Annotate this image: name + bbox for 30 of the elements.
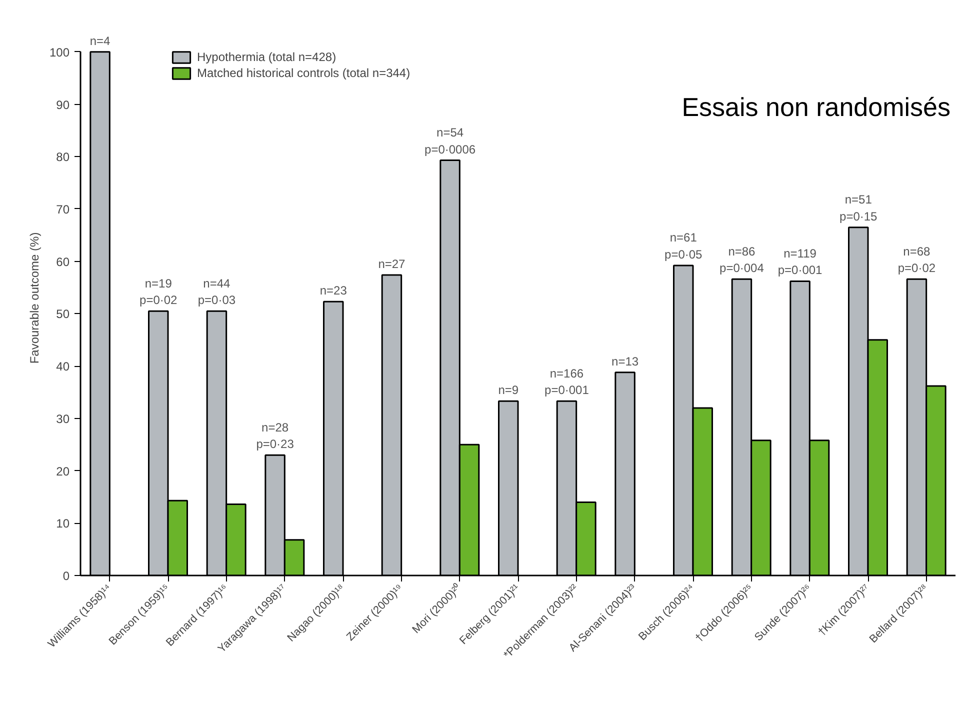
y-tick-label: 0 [62,569,70,583]
y-tick-label: 10 [56,516,70,531]
y-tick-label: 40 [56,360,70,374]
annotation: n=27 [378,256,406,271]
y-tick-label: 50 [56,307,70,322]
y-tick-label: 20 [56,464,70,478]
annotation: n=19 p=0·02 [140,276,178,308]
y-tick-label: 90 [56,98,70,112]
annotation: n=44 p=0·03 [198,276,236,308]
annotation: n=51 p=0·15 [840,192,878,224]
annotation: n=28 p=0·23 [256,420,294,452]
annotation: n=166 p=0·001 [544,366,590,398]
annotation: n=13 [612,354,639,368]
y-tick-label: 70 [56,202,70,216]
y-axis-title: Favourable outcome (%) [27,232,42,364]
annotation: n=68 p=0·02 [898,244,936,276]
text: Essais non randomisés [682,92,951,122]
y-tick-label: 100 [49,45,70,60]
legend-label: Hypothermia (total n=428) [197,50,336,64]
y-tick-label: 30 [56,412,70,426]
annotation: n=4 [90,34,111,48]
annotation: n=9 [498,383,519,398]
annotation: n=86 p=0·004 [720,244,764,276]
annotation: n=54 p=0·0006 [424,125,476,156]
annotation: n=119 p=0·001 [778,246,823,278]
legend-label: Matched historical controls (total n=344) [197,66,410,80]
annotation: n=23 [320,284,348,298]
y-tick-label: 80 [56,150,70,164]
y-tick-label: 60 [56,254,70,269]
annotation: n=61 p=0·05 [664,230,703,262]
